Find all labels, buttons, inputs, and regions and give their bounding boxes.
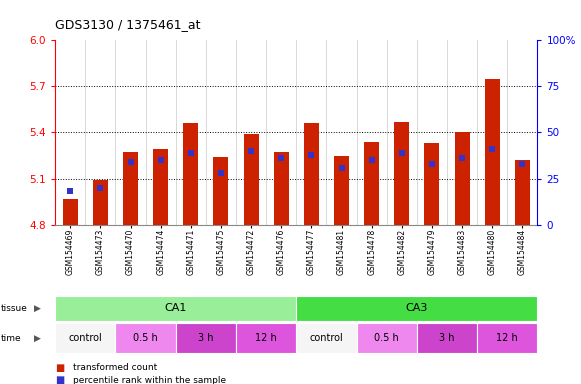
Bar (334, 156, 349, 225)
Bar (55, 296, 296, 321)
Text: 12 h: 12 h (496, 333, 518, 343)
Bar (213, 157, 228, 225)
Text: percentile rank within the sample: percentile rank within the sample (73, 376, 226, 384)
Text: time: time (1, 334, 21, 343)
Bar (364, 142, 379, 225)
Bar (424, 143, 439, 225)
Text: control: control (69, 333, 102, 343)
Bar (55, 323, 116, 353)
Text: ▶: ▶ (34, 334, 41, 343)
Bar (116, 323, 176, 353)
Bar (394, 122, 410, 225)
Bar (93, 180, 108, 225)
Bar (485, 79, 500, 225)
Bar (304, 123, 319, 225)
Bar (63, 199, 78, 225)
Text: GDS3130 / 1375461_at: GDS3130 / 1375461_at (55, 18, 200, 31)
Bar (236, 323, 296, 353)
Text: 0.5 h: 0.5 h (133, 333, 158, 343)
Text: tissue: tissue (1, 304, 28, 313)
Bar (153, 149, 168, 225)
Text: CA1: CA1 (164, 303, 187, 313)
Text: CA3: CA3 (406, 303, 428, 313)
Bar (243, 134, 259, 225)
Bar (454, 132, 469, 225)
Text: 12 h: 12 h (255, 333, 277, 343)
Text: ■: ■ (55, 375, 64, 384)
Bar (176, 323, 236, 353)
Text: ■: ■ (55, 363, 64, 373)
Text: 3 h: 3 h (439, 333, 455, 343)
Bar (123, 152, 138, 225)
Text: transformed count: transformed count (73, 363, 157, 372)
Bar (357, 323, 417, 353)
Bar (274, 152, 289, 225)
Bar (183, 123, 198, 225)
Text: 3 h: 3 h (198, 333, 214, 343)
Bar (296, 323, 357, 353)
Bar (515, 160, 530, 225)
Text: 0.5 h: 0.5 h (374, 333, 399, 343)
Bar (296, 296, 537, 321)
Text: ▶: ▶ (34, 304, 41, 313)
Bar (417, 323, 477, 353)
Bar (477, 323, 537, 353)
Text: control: control (310, 333, 343, 343)
